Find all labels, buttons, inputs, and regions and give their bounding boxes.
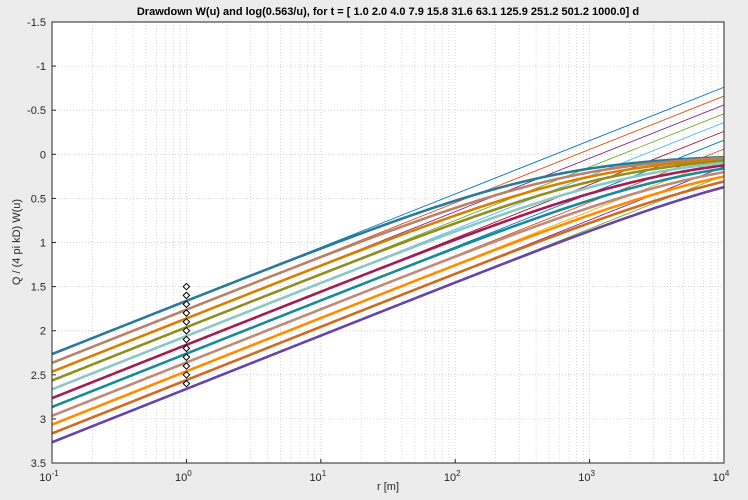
series-curve — [51, 156, 725, 365]
y-tick-label: 3.5 — [31, 458, 46, 470]
y-tick-label: 1 — [40, 238, 46, 250]
marker — [182, 335, 191, 344]
x-tick-labels: 10-1 100 101 102 103 104 — [39, 459, 730, 484]
marker — [182, 309, 191, 317]
series-curve — [51, 158, 725, 373]
chart-title: Drawdown W(u) and log(0.563/u), for t = … — [137, 6, 639, 18]
marker — [182, 370, 191, 379]
series-curve — [51, 170, 725, 418]
marker — [182, 344, 191, 353]
y-tick-labels: -1.5 -1 -0.5 0 0.5 1 1.5 2 2.5 3 3.5 — [27, 17, 56, 470]
marker — [182, 282, 191, 291]
y-tick-label: 0.5 — [31, 193, 46, 205]
series-curve — [51, 167, 725, 409]
marker — [182, 362, 191, 370]
y-tick-label: 0 — [40, 149, 46, 161]
x-tick-label: 102 — [444, 469, 461, 484]
marker — [182, 353, 191, 362]
marker — [182, 317, 191, 326]
x-tick-label: 101 — [309, 469, 326, 484]
y-tick-label: 1.5 — [31, 282, 46, 294]
x-tick-label: 103 — [578, 469, 595, 484]
x-tick-label: 10-1 — [39, 469, 59, 484]
marker — [182, 291, 191, 300]
marker — [182, 379, 191, 388]
series-curve — [51, 159, 725, 382]
y-tick-label: -1 — [36, 61, 46, 73]
y-tick-label: 3 — [40, 414, 46, 426]
y-tick-label: -1.5 — [27, 17, 46, 29]
series-curve — [51, 155, 725, 356]
series-curves — [51, 155, 725, 444]
x-tick-label: 100 — [175, 469, 192, 484]
series-curve — [51, 185, 725, 444]
x-tick-label: 104 — [713, 469, 730, 484]
series-curve — [51, 164, 725, 400]
series-curve — [51, 175, 725, 426]
markers — [182, 282, 191, 388]
marker — [182, 300, 191, 309]
x-axis-label: r [m] — [377, 481, 399, 493]
y-axis-label: Q / (4 pi kD) W(u) — [11, 199, 23, 285]
series-curve — [51, 180, 725, 435]
y-tick-label: 2 — [40, 326, 46, 338]
marker — [182, 326, 191, 335]
series-curve — [51, 161, 725, 391]
y-tick-label: 2.5 — [31, 370, 46, 382]
y-tick-label: -0.5 — [27, 105, 46, 117]
